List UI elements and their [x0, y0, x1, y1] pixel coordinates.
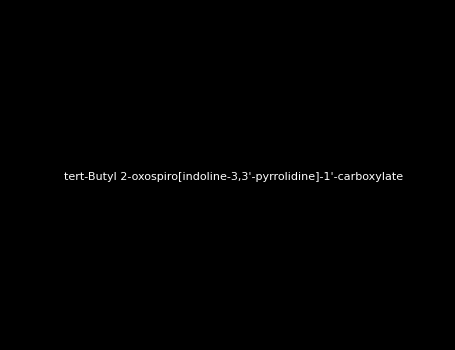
Text: tert-Butyl 2-oxospiro[indoline-3,3'-pyrrolidine]-1'-carboxylate: tert-Butyl 2-oxospiro[indoline-3,3'-pyrr…	[64, 172, 403, 182]
